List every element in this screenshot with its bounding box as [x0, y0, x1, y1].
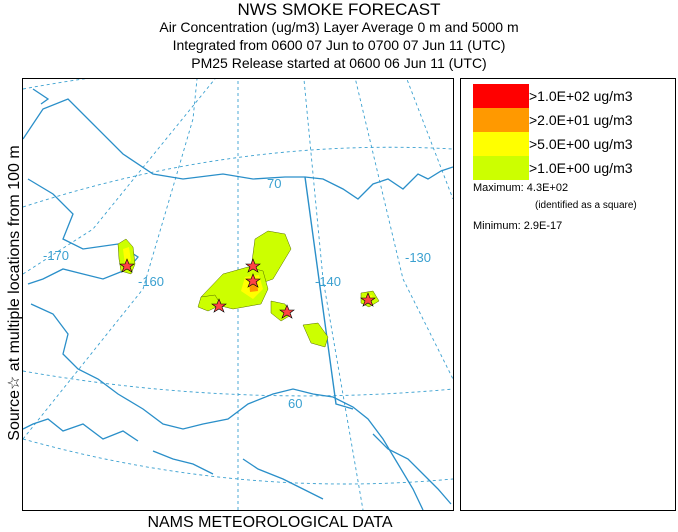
minimum-value: Minimum: 2.9E-17	[473, 220, 563, 232]
legend-swatch	[473, 156, 529, 180]
page-title: NWS SMOKE FORECAST	[237, 0, 441, 19]
subtitle-line-3: PM25 Release started at 0600 06 Jun 11 (…	[191, 55, 487, 71]
longitude-line-130	[354, 79, 453, 380]
legend-label: >1.0E+02 ug/m3	[529, 88, 633, 104]
met-data-label: NAMS METEOROLOGICAL DATA	[147, 514, 393, 531]
source-star	[245, 258, 261, 273]
coastline	[23, 88, 453, 510]
legend-entry: >1.0E+00 ug/m3	[473, 156, 673, 180]
legend-swatch	[473, 108, 529, 132]
latitude-line-70	[23, 146, 453, 208]
longitude-line-140	[303, 79, 364, 510]
plume-west-core	[123, 247, 131, 265]
legend-panel: >1.0E+02 ug/m3 >2.0E+01 ug/m3 >5.0E+00 u…	[460, 78, 676, 511]
lon-label-130: -130	[405, 250, 431, 265]
maximum-note: (identified as a square)	[535, 200, 637, 211]
plume-southeast	[302, 322, 329, 348]
legend-entry: >1.0E+02 ug/m3	[473, 84, 673, 108]
border-line	[304, 176, 354, 410]
lat-label-70: 70	[267, 176, 281, 191]
source-star	[211, 298, 227, 313]
smoke-plumes	[117, 230, 380, 348]
legend-entry: >5.0E+00 ug/m3	[473, 132, 673, 156]
legend-swatch	[473, 84, 529, 108]
source-star	[279, 304, 295, 319]
lon-label-170: -170	[43, 248, 69, 263]
alaska-map: -170 -160 -140 -130 70 60	[23, 79, 453, 510]
lon-label-160: -160	[138, 274, 164, 289]
legend-swatch	[473, 132, 529, 156]
subtitle-line-2: Integrated from 0600 07 Jun to 0700 07 J…	[172, 37, 506, 53]
legend-label: >1.0E+00 ug/m3	[529, 160, 633, 176]
source-star	[119, 258, 135, 273]
source-star	[245, 273, 261, 288]
map-panel[interactable]: -170 -160 -140 -130 70 60	[22, 78, 454, 511]
lon-label-140: -140	[315, 274, 341, 289]
legend-label: >5.0E+00 ug/m3	[529, 136, 633, 152]
longitude-line-120	[406, 79, 453, 200]
longitude-line-160	[23, 79, 198, 440]
source-star	[360, 292, 376, 307]
subtitle-line-1: Air Concentration (ug/m3) Layer Average …	[159, 19, 519, 35]
maximum-value: Maximum: 4.3E+02	[473, 182, 569, 194]
legend-label: >2.0E+01 ug/m3	[529, 112, 633, 128]
legend-entry: >2.0E+01 ug/m3	[473, 108, 673, 132]
lat-label-60: 60	[288, 396, 302, 411]
graticule	[23, 79, 453, 510]
plume-southwest	[197, 294, 222, 312]
source-markers	[119, 258, 376, 319]
